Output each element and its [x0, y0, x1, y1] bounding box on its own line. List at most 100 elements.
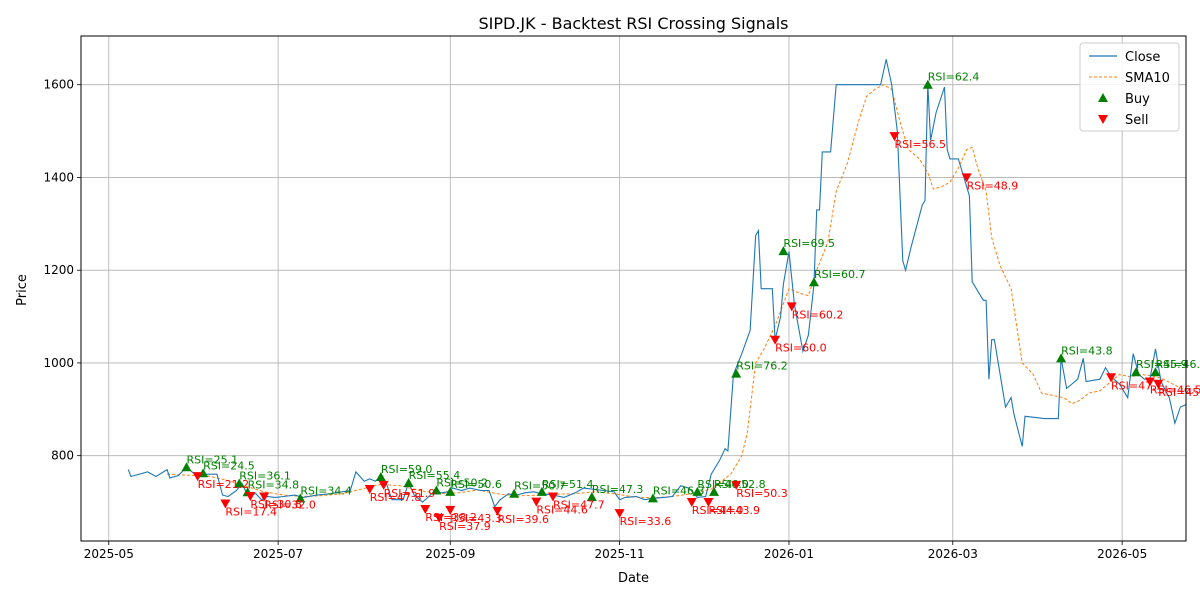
sell-marker: [614, 509, 625, 519]
sell-marker: [889, 132, 900, 142]
sell-marker: [245, 492, 256, 502]
sell-marker: [686, 498, 697, 508]
buy-signal-label: RSI=34.8: [248, 478, 300, 491]
sell-signal-label: RSI=48.9: [967, 179, 1019, 192]
x-tick-label: 2025-05: [84, 547, 134, 561]
sell-signal-label: RSI=46.5: [1150, 383, 1200, 396]
buy-signal-label: RSI=60.7: [814, 268, 866, 281]
x-tick-label: 2025-09: [425, 547, 475, 561]
y-tick-label: 1200: [43, 263, 74, 277]
buy-signal-label: RSI=46.7: [1155, 358, 1200, 371]
buy-marker: [431, 485, 442, 495]
buy-signal-label: RSI=55.4: [409, 469, 461, 482]
buy-signal-label: RSI=69.5: [783, 237, 835, 250]
legend-sma-label: SMA10: [1125, 71, 1170, 86]
buy-marker: [1150, 367, 1161, 377]
sell-marker: [786, 302, 797, 312]
buy-marker: [586, 491, 597, 501]
sell-signal-label: RSI=33.6: [620, 515, 672, 528]
sell-marker: [492, 506, 503, 516]
legend-buy-label: Buy: [1125, 92, 1150, 107]
buy-marker: [692, 486, 703, 496]
buy-marker: [509, 488, 520, 498]
sell-signal-label: RSI=43.3: [450, 512, 502, 525]
buy-signal-label: RSI=36.1: [239, 469, 291, 482]
sell-signal-label: RSI=51.9: [384, 487, 436, 500]
sell-marker: [378, 480, 389, 490]
close-line: [127, 59, 1186, 508]
sell-marker: [770, 335, 781, 345]
buy-marker: [445, 486, 456, 496]
buy-marker: [181, 462, 192, 472]
sell-signal-label: RSI=32.0: [264, 498, 316, 511]
sell-marker: [445, 505, 456, 515]
buy-signal-label: RSI=25.1: [187, 453, 239, 466]
buy-signal-label: RSI=76.2: [736, 360, 788, 373]
buy-signal-label: RSI=50.2: [436, 476, 488, 489]
sell-signal-label: RSI=37.9: [439, 520, 491, 533]
sell-signal-label: RSI=60.2: [792, 308, 844, 321]
sell-signal-label: RSI=45.2: [1158, 386, 1200, 399]
sell-signal-label: RSI=47.7: [553, 498, 605, 511]
y-tick-label: 1000: [43, 356, 74, 370]
sell-signal-label: RSI=30.8: [250, 498, 302, 511]
sell-marker: [1106, 373, 1117, 383]
plot-frame: [80, 35, 1187, 542]
sell-marker: [192, 472, 203, 482]
sell-marker: [531, 497, 542, 507]
sell-signal-label: RSI=47.8: [370, 491, 422, 504]
buy-marker: [731, 368, 742, 378]
sell-marker: [1153, 379, 1164, 389]
sma10-line: [167, 84, 1186, 499]
buy-marker: [922, 79, 933, 89]
sell-marker: [961, 173, 972, 183]
sell-signal-label: RSI=39.6: [497, 513, 549, 526]
legend-buy-marker: [1098, 93, 1108, 102]
sell-marker: [434, 513, 445, 523]
buy-marker: [778, 246, 789, 256]
legend-sell-label: Sell: [1125, 113, 1148, 128]
buy-marker: [1131, 367, 1142, 377]
sell-marker: [1144, 377, 1155, 387]
x-axis-label: Date: [618, 571, 649, 586]
legend-box: [1079, 42, 1180, 132]
x-tick-label: 2026-03: [928, 547, 978, 561]
sell-marker: [420, 505, 431, 515]
sell-signal-label: RSI=44.0: [692, 504, 744, 517]
buy-marker: [1056, 353, 1067, 363]
sell-signal-label: RSI=17.4: [225, 505, 277, 518]
buy-marker: [647, 493, 658, 503]
buy-marker: [295, 493, 306, 503]
buy-signal-label: RSI=24.5: [203, 459, 255, 472]
x-tick-label: 2026-05: [1097, 547, 1147, 561]
sell-marker: [731, 480, 742, 490]
grid-layer: [81, 36, 1186, 541]
buy-marker: [403, 478, 414, 488]
legend-sell-marker: [1098, 115, 1108, 124]
buy-marker: [234, 478, 245, 488]
sell-marker: [703, 498, 714, 508]
y-tick-label: 800: [51, 449, 74, 463]
buy-signal-label: RSI=45.9: [1136, 358, 1188, 371]
sell-marker: [259, 492, 270, 502]
sell-signal-label: RSI=60.0: [775, 342, 827, 355]
buy-marker: [375, 472, 386, 482]
sell-signal-label: RSI=43.9: [708, 504, 760, 517]
x-tick-label: 2026-01: [764, 547, 814, 561]
buy-marker: [709, 486, 720, 496]
chart-title: SIPD.JK - Backtest RSI Crossing Signals: [479, 14, 789, 33]
buy-signal-label: RSI=46.3: [653, 484, 705, 497]
buy-signal-label: RSI=62.4: [928, 71, 980, 84]
buy-signal-label: RSI=47.3: [592, 483, 644, 496]
buy-signal-label: RSI=34.4: [300, 484, 352, 497]
buy-signal-label: RSI=52.8: [714, 478, 766, 491]
x-tick-label: 2025-07: [253, 547, 303, 561]
buy-signal-label: RSI=43.8: [1061, 344, 1113, 357]
tick-layer: 2025-05 2025-07 2025-09 2025-11 2026-01 2026-…: [43, 78, 1147, 561]
sell-signal-label: RSI=44.6: [536, 504, 588, 517]
x-tick-label: 2025-11: [595, 547, 645, 561]
